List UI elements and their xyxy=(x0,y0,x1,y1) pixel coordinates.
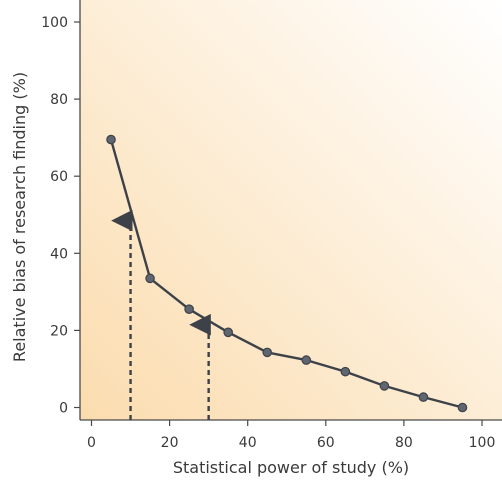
x-tick-label: 60 xyxy=(317,435,335,451)
y-tick-label: 20 xyxy=(50,323,68,339)
data-point xyxy=(379,381,390,391)
data-point xyxy=(262,347,273,358)
series-line xyxy=(109,139,463,409)
plot-background xyxy=(80,0,502,420)
x-tick-label: 0 xyxy=(87,435,96,451)
x-tick-label: 40 xyxy=(239,435,257,451)
x-tick-label: 20 xyxy=(161,435,179,451)
data-point xyxy=(301,355,312,365)
x-tick-label: 100 xyxy=(469,435,496,451)
data-point xyxy=(340,366,351,377)
x-axis-title: Statistical power of study (%) xyxy=(173,458,409,477)
y-tick-label: 100 xyxy=(41,15,68,31)
data-point xyxy=(418,392,429,402)
data-point xyxy=(457,402,468,413)
y-tick-label: 80 xyxy=(50,92,68,108)
y-tick-label: 60 xyxy=(50,169,68,185)
data-point xyxy=(223,327,233,338)
y-axis-title: Relative bias of research finding (%) xyxy=(10,72,29,362)
y-tick-label: 40 xyxy=(50,246,68,262)
x-tick-label: 80 xyxy=(395,435,413,451)
data-point xyxy=(145,273,155,284)
data-point xyxy=(184,304,194,314)
data-point xyxy=(106,134,116,145)
y-tick-label: 0 xyxy=(59,401,68,417)
